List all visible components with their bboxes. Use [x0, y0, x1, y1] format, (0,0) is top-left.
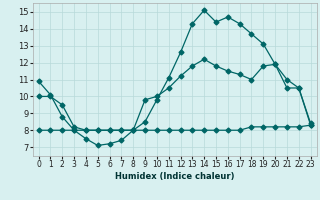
X-axis label: Humidex (Indice chaleur): Humidex (Indice chaleur)	[115, 172, 234, 181]
